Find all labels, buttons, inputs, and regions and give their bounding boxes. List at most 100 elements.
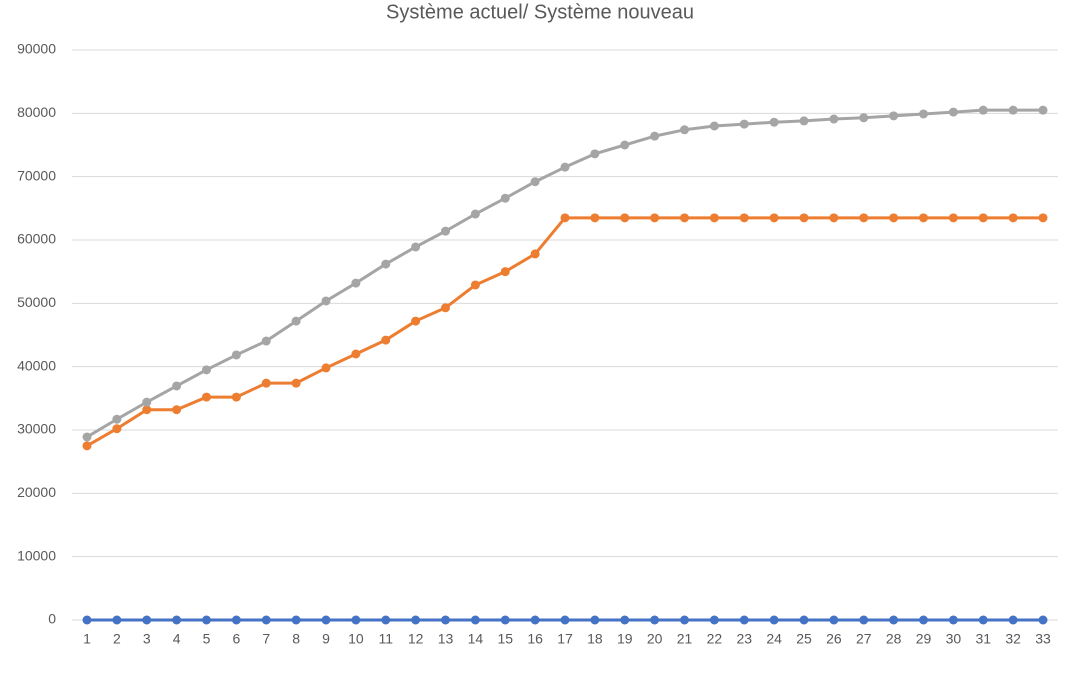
data-point bbox=[560, 162, 570, 172]
data-point bbox=[172, 615, 182, 625]
series-line bbox=[86, 216, 1043, 448]
y-tick-label: 20000 bbox=[17, 484, 56, 500]
data-point bbox=[500, 615, 510, 625]
data-point bbox=[799, 213, 809, 223]
y-tick-label: 60000 bbox=[17, 231, 56, 247]
data-point bbox=[172, 405, 182, 415]
data-point bbox=[261, 615, 271, 625]
data-point bbox=[142, 405, 152, 415]
x-tick-label: 24 bbox=[766, 631, 782, 647]
data-point bbox=[142, 615, 152, 625]
series-line bbox=[86, 108, 1043, 439]
data-point bbox=[560, 213, 570, 223]
data-point bbox=[799, 615, 809, 625]
data-point bbox=[919, 615, 928, 625]
x-tick-label: 29 bbox=[916, 631, 932, 647]
data-point bbox=[769, 117, 779, 127]
data-point bbox=[590, 213, 600, 223]
data-point bbox=[590, 615, 600, 625]
data-point bbox=[351, 278, 361, 288]
data-point bbox=[112, 414, 122, 424]
x-tick-label: 7 bbox=[262, 631, 270, 647]
data-point bbox=[620, 615, 630, 625]
data-point bbox=[351, 349, 361, 359]
data-point bbox=[202, 365, 211, 375]
data-point bbox=[560, 615, 570, 625]
data-point bbox=[889, 111, 899, 121]
data-point bbox=[709, 121, 719, 131]
x-tick-label: 2 bbox=[113, 631, 121, 647]
data-point bbox=[381, 335, 391, 345]
x-tick-label: 32 bbox=[1005, 631, 1021, 647]
data-point bbox=[291, 378, 301, 388]
data-point bbox=[142, 397, 152, 407]
data-point bbox=[590, 149, 600, 159]
data-point bbox=[978, 105, 988, 115]
data-point bbox=[680, 615, 689, 625]
data-point bbox=[500, 193, 510, 203]
data-point bbox=[1038, 615, 1048, 625]
x-tick-label: 30 bbox=[946, 631, 962, 647]
data-point bbox=[680, 213, 689, 223]
x-tick-label: 13 bbox=[438, 631, 454, 647]
x-tick-label: 15 bbox=[497, 631, 513, 647]
data-point bbox=[441, 303, 450, 313]
y-tick-label: 50000 bbox=[17, 294, 56, 310]
data-point bbox=[1008, 213, 1018, 223]
data-point bbox=[112, 615, 122, 625]
data-point bbox=[82, 441, 92, 451]
x-tick-label: 21 bbox=[677, 631, 693, 647]
data-point bbox=[1008, 105, 1018, 115]
x-tick-label: 31 bbox=[975, 631, 991, 647]
data-point bbox=[978, 615, 988, 625]
data-point bbox=[231, 392, 241, 402]
data-point bbox=[82, 432, 92, 442]
data-point bbox=[620, 213, 630, 223]
y-tick-label: 70000 bbox=[17, 167, 56, 183]
x-tick-label: 4 bbox=[173, 631, 181, 647]
data-point bbox=[261, 378, 271, 388]
data-point bbox=[650, 213, 660, 223]
data-point bbox=[1008, 615, 1018, 625]
data-point bbox=[351, 615, 361, 625]
x-tick-label: 12 bbox=[408, 631, 424, 647]
data-point bbox=[321, 615, 331, 625]
data-point bbox=[321, 296, 331, 306]
chart-title: Système actuel/ Système nouveau bbox=[386, 1, 694, 23]
data-point bbox=[112, 424, 122, 434]
data-point bbox=[829, 213, 839, 223]
x-tick-label: 11 bbox=[378, 631, 393, 647]
x-tick-label: 19 bbox=[617, 631, 633, 647]
y-tick-label: 0 bbox=[48, 611, 56, 627]
x-tick-label: 18 bbox=[587, 631, 603, 647]
data-point bbox=[769, 615, 779, 625]
data-point bbox=[1038, 105, 1048, 115]
data-point bbox=[739, 119, 749, 129]
x-tick-label: 5 bbox=[203, 631, 211, 647]
data-point bbox=[889, 615, 899, 625]
data-point bbox=[739, 615, 749, 625]
data-point bbox=[889, 213, 899, 223]
y-tick-label: 40000 bbox=[17, 357, 56, 373]
data-point bbox=[82, 615, 92, 625]
data-point bbox=[650, 615, 660, 625]
data-point bbox=[709, 615, 719, 625]
x-tick-label: 28 bbox=[886, 631, 902, 647]
x-tick-label: 3 bbox=[143, 631, 151, 647]
y-tick-label: 30000 bbox=[17, 421, 56, 437]
x-tick-label: 9 bbox=[322, 631, 330, 647]
data-point bbox=[231, 615, 241, 625]
data-point bbox=[411, 242, 421, 252]
data-point bbox=[620, 140, 630, 150]
x-tick-label: 1 bbox=[83, 631, 91, 647]
y-tick-label: 90000 bbox=[17, 41, 56, 57]
x-tick-label: 33 bbox=[1035, 631, 1051, 647]
x-tick-label: 8 bbox=[292, 631, 300, 647]
data-point bbox=[948, 615, 958, 625]
y-tick-label: 10000 bbox=[17, 547, 56, 563]
data-point bbox=[799, 116, 809, 126]
data-point bbox=[530, 249, 540, 259]
data-point bbox=[202, 615, 211, 625]
data-point bbox=[948, 213, 958, 223]
